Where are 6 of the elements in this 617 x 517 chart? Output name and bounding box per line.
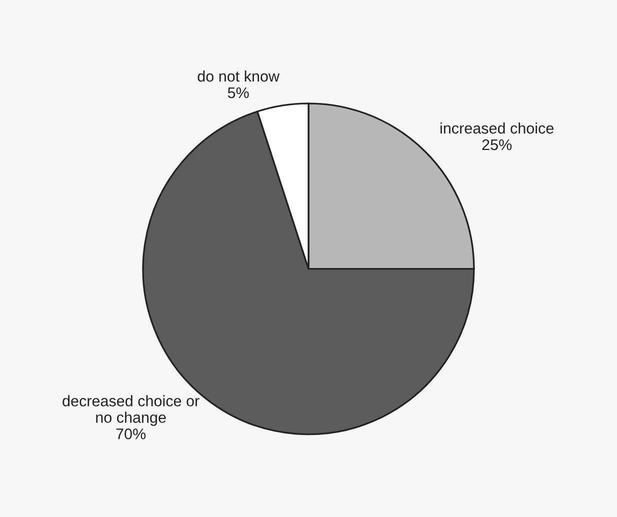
data-label: 70% (116, 428, 146, 440)
slice-label: decreased choice or no change (62, 395, 200, 426)
slice-label: increased choice (440, 122, 554, 134)
data-label: 25% (482, 139, 512, 150)
data-label: 5% (228, 87, 249, 98)
slice-label: do not know (198, 70, 280, 82)
